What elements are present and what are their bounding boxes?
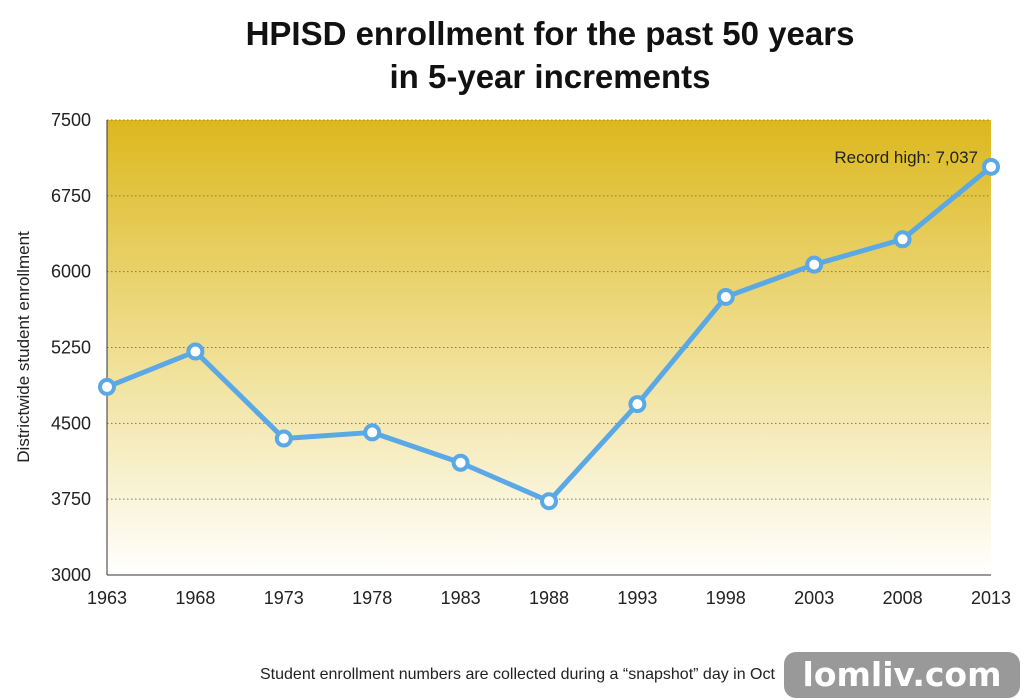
y-tick-label: 7500	[51, 110, 91, 130]
watermark: lomliv.com	[784, 652, 1020, 698]
x-tick-label: 2003	[794, 588, 834, 608]
data-point	[893, 230, 912, 249]
data-point	[186, 342, 205, 361]
data-point	[805, 255, 824, 274]
record-high-annotation: Record high: 7,037	[834, 148, 978, 167]
footnote: Student enrollment numbers are collected…	[260, 666, 775, 683]
chart-title: HPISD enrollment for the past 50 years i…	[0, 12, 1024, 98]
data-point	[274, 429, 293, 448]
data-point	[628, 395, 647, 414]
x-tick-label: 1978	[352, 588, 392, 608]
y-axis-label: Districtwide student enrollment	[14, 231, 33, 463]
x-tick-labels: 1963 1968 1973 1978 1983 1988 1993 1998 2003 2008…	[87, 588, 1011, 608]
x-tick-label: 1988	[529, 588, 569, 608]
x-tick-label: 1998	[706, 588, 746, 608]
data-point	[363, 423, 382, 442]
data-point	[716, 287, 735, 306]
x-tick-label: 1968	[175, 588, 215, 608]
y-tick-labels: 3000 3750 4500 5250 6000 6750 7500	[51, 110, 91, 585]
x-tick-label: 1973	[264, 588, 304, 608]
x-tick-label: 1993	[617, 588, 657, 608]
data-points	[98, 157, 1000, 511]
data-point	[98, 377, 116, 396]
data-point	[451, 453, 470, 472]
chart-title-line-1: HPISD enrollment for the past 50 years	[245, 15, 855, 52]
data-point	[540, 492, 558, 511]
x-tick-label: 1963	[87, 588, 127, 608]
y-tick-label: 4500	[51, 413, 91, 433]
grid-lines	[107, 119, 991, 500]
y-tick-label: 6750	[51, 186, 91, 206]
y-tick-label: 6000	[51, 262, 91, 282]
x-tick-label: 2013	[971, 588, 1011, 608]
x-tick-label: 1983	[441, 588, 481, 608]
y-tick-label: 3750	[51, 489, 91, 509]
data-point	[982, 157, 1000, 176]
y-tick-label: 5250	[51, 338, 91, 358]
chart-title-line-2: in 5-year increments	[389, 58, 711, 95]
y-tick-label: 3000	[51, 565, 91, 585]
x-tick-label: 2008	[883, 588, 923, 608]
